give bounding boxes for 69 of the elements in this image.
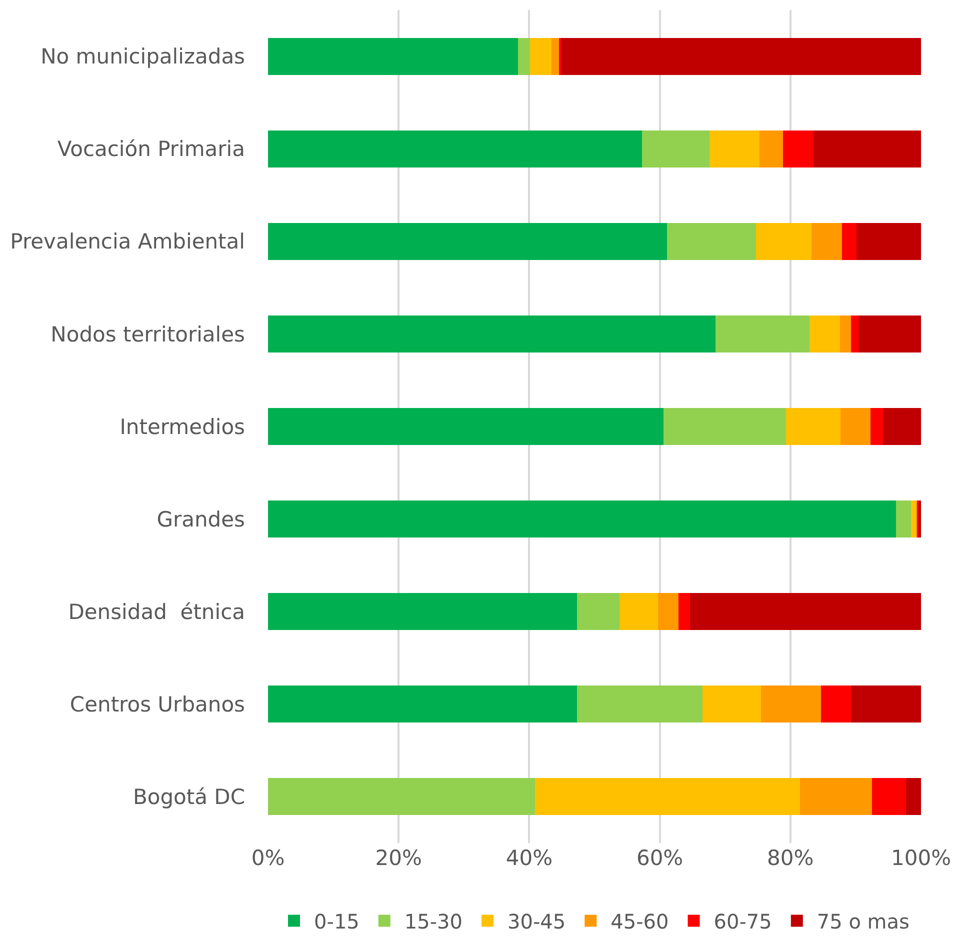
bar [690,593,921,630]
y-tick-label: No municipalizadas [40,44,245,69]
bar [268,315,716,352]
bar [760,130,784,168]
bar [872,778,906,816]
bar [619,593,658,630]
bar [664,408,786,446]
x-tick-label: 80% [767,846,814,870]
bar [561,38,921,75]
bar [576,686,702,723]
legend-label: 60-75 [714,910,772,934]
bar [809,315,840,352]
bar [821,686,852,723]
bar [756,222,812,260]
bar [530,38,552,75]
bar [911,500,916,538]
bar [761,686,822,723]
bar [702,686,762,723]
bar [268,38,518,75]
bar [842,222,856,260]
x-tick-label: 100% [890,846,952,870]
bar [709,130,760,168]
bar [268,778,536,816]
y-tick-label: Densidad étnica [68,600,245,624]
bar [840,408,871,446]
bar [883,408,921,446]
legend-label: 15-30 [404,910,463,934]
legend-label: 30-45 [508,910,566,934]
bar [783,130,814,168]
bar [666,222,756,260]
legend-label: 75 o mas [816,910,910,934]
bar [870,408,884,446]
bar [268,500,896,538]
bar [811,222,842,260]
x-tick-label: 60% [636,846,684,870]
bar [715,315,810,352]
bar [268,222,667,260]
x-tick-label: 20% [375,846,422,870]
legend-label: 0-15 [314,910,360,934]
bar [535,778,800,816]
bar [813,130,921,168]
bar [268,408,664,446]
bar [642,130,710,168]
y-tick-label: Bogotá DC [132,785,245,810]
bar [658,593,679,630]
bar [856,222,921,260]
y-tick-label: Intermedios [120,414,245,439]
bar [851,686,921,723]
y-tick-label: Prevalencia Ambiental [10,230,245,254]
bar [268,686,577,723]
bar [858,315,921,352]
x-tick-label: 0% [251,846,285,870]
bar [268,130,642,168]
bar [896,500,912,538]
bar [906,778,921,816]
bar [800,778,872,816]
y-tick-label: Centros Urbanos [70,692,245,717]
x-tick-label: 40% [506,846,553,870]
y-tick-label: Grandes [156,507,245,532]
y-tick-label: Nodos territoriales [50,322,245,346]
bar [678,593,690,630]
bar [576,593,620,630]
bar [840,315,852,352]
bar [786,408,841,446]
bar [268,593,577,630]
y-tick-label: Vocación Primaria [57,137,245,162]
bar [851,315,858,352]
bar [518,38,530,75]
legend-label: 45-60 [610,910,669,934]
